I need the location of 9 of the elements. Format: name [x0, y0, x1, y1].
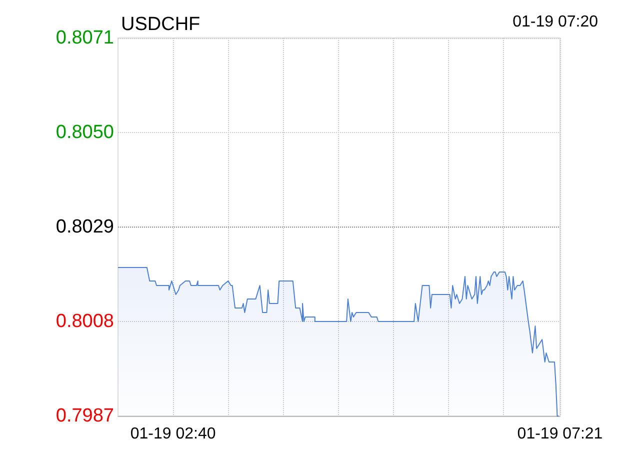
- y-tick-label: 0.8050: [56, 122, 114, 143]
- text: 01-19 07:20: [512, 14, 598, 30]
- y-tick-label: 0.8071: [56, 28, 114, 48]
- x-tick-label: 01-19 07:21: [517, 426, 603, 442]
- chart-title: USDCHF: [121, 14, 200, 35]
- y-tick-label: 0.7987: [56, 406, 114, 426]
- x-tick-label: 01-19 02:40: [130, 426, 216, 442]
- y-tick-label: 0.8008: [56, 311, 114, 332]
- y-tick-label: 0.8029: [56, 216, 114, 238]
